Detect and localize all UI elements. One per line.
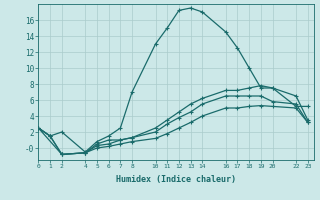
X-axis label: Humidex (Indice chaleur): Humidex (Indice chaleur) — [116, 175, 236, 184]
